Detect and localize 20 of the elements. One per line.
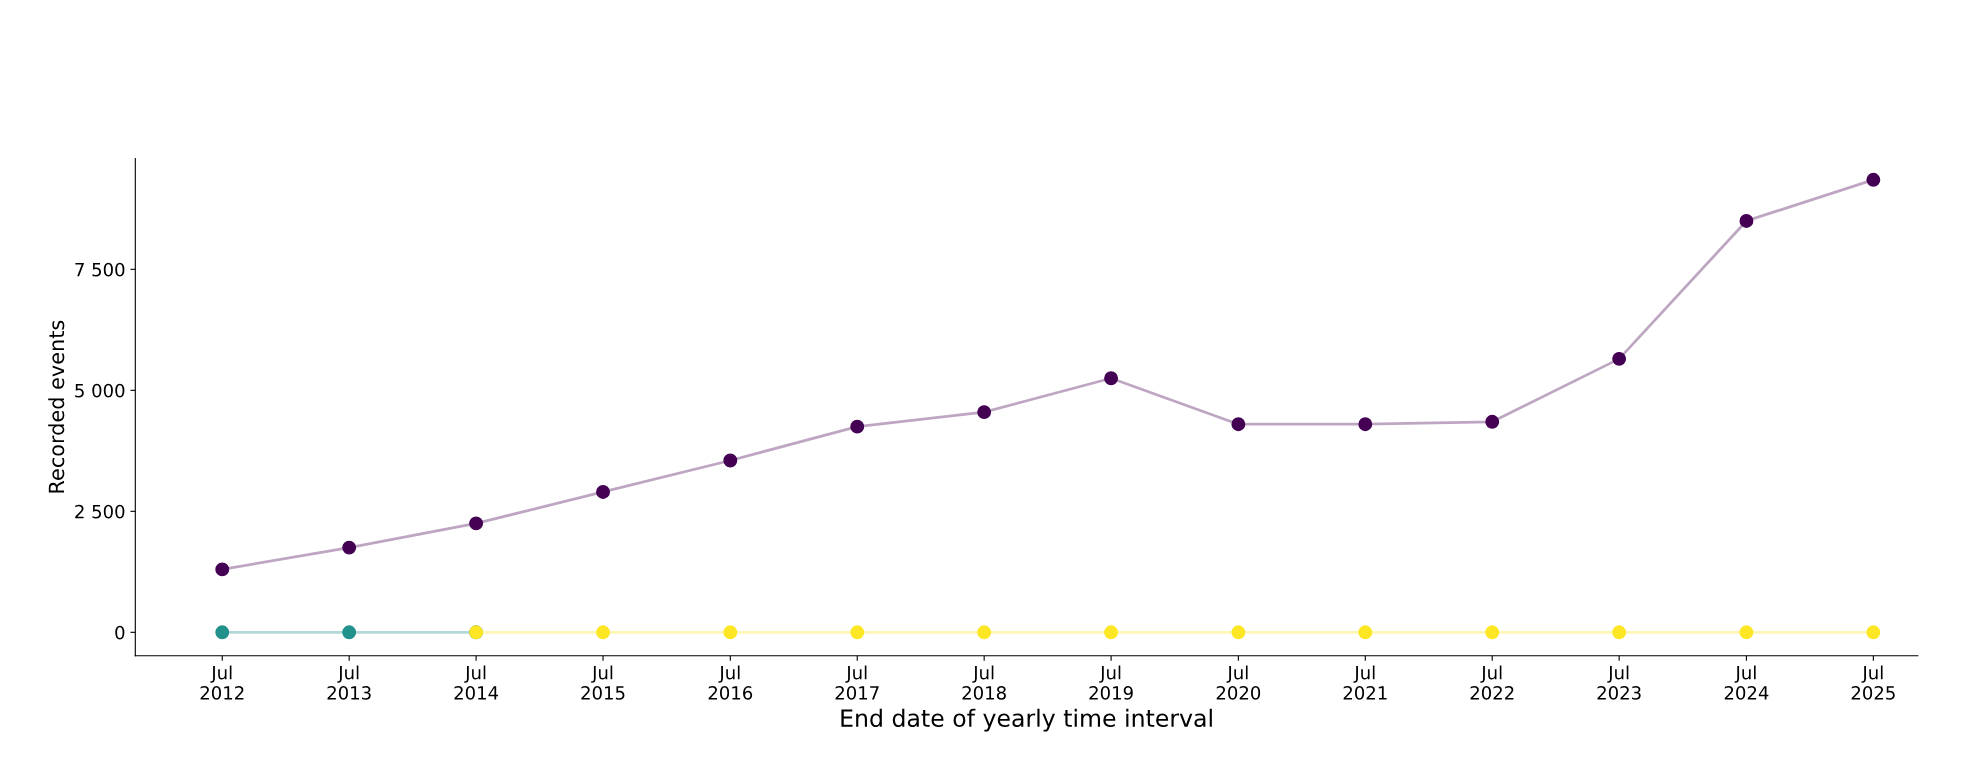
x-tick-label: Jul 2020 xyxy=(1216,665,1261,700)
x-tick-label: Jul 2012 xyxy=(200,665,244,700)
x-tick-label: Jul 2014 xyxy=(454,665,499,700)
x-tick-label: Jul 2018 xyxy=(962,665,1006,700)
y-tick-label: 7 500 xyxy=(75,262,125,277)
x-tick-label: Jul 2015 xyxy=(581,665,625,700)
x-tick-label: Jul 2025 xyxy=(1851,665,1895,700)
x-axis-title: End date of yearly time interval xyxy=(841,708,1212,732)
x-tick-label: Jul 2022 xyxy=(1470,665,1514,700)
x-tick-label: Jul 2016 xyxy=(708,665,753,700)
x-tick-label: Jul 2024 xyxy=(1724,665,1769,700)
x-tick-label: Jul 2023 xyxy=(1597,665,1641,700)
x-tick-label: Jul 2021 xyxy=(1343,665,1387,700)
x-tick-label: Jul 2019 xyxy=(1089,665,1133,700)
y-axis-title: Recorded events xyxy=(48,320,65,493)
y-tick-label: 2 500 xyxy=(75,504,125,519)
y-tick-label: 0 xyxy=(115,625,125,640)
y-tick-label: 5 000 xyxy=(75,383,125,398)
x-tick-label: Jul 2013 xyxy=(327,665,371,700)
x-tick-label: Jul 2017 xyxy=(835,665,879,700)
